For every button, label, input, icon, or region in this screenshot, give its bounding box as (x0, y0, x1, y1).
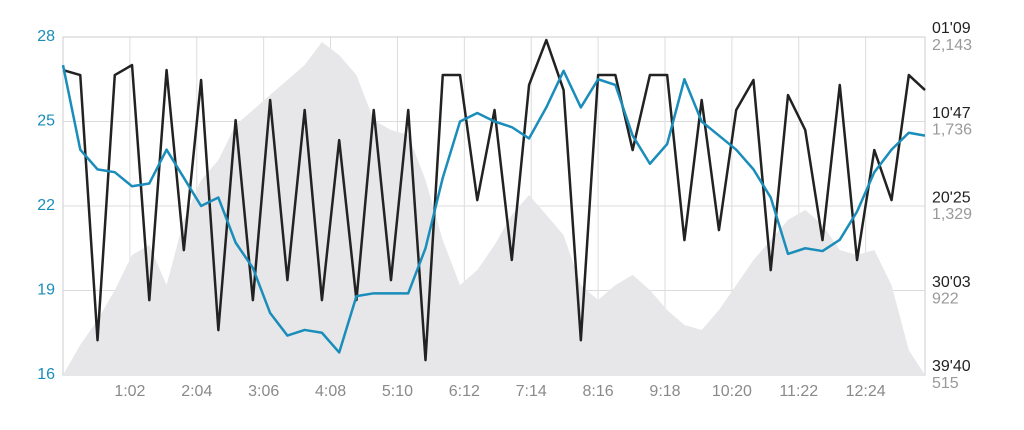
y2-tick-label: 01'09 (932, 20, 971, 37)
y3-tick-label: 2,143 (932, 37, 972, 54)
y2-tick-label: 39'40 (932, 358, 971, 375)
y-tick-label: 25 (37, 113, 55, 130)
y3-tick-label: 1,736 (932, 122, 972, 139)
x-tick-label: 6:12 (449, 383, 480, 400)
y-tick-label: 28 (37, 28, 55, 45)
x-tick-label: 1:02 (114, 383, 145, 400)
y2-tick-label: 30'03 (932, 274, 971, 291)
x-tick-label: 8:16 (583, 383, 614, 400)
data-line (62, 38, 926, 362)
y-tick-label: 22 (37, 197, 55, 214)
x-tick-label: 12:24 (846, 383, 886, 400)
x-tick-label: 11:22 (779, 383, 818, 400)
y2-tick-label: 20'25 (932, 189, 971, 206)
y2-tick-label: 10'47 (932, 105, 971, 122)
y3-tick-label: 515 (932, 375, 959, 392)
x-tick-label: 3:06 (248, 383, 279, 400)
elevation-area (63, 41, 925, 376)
data-line (61, 64, 926, 354)
x-tick-label: 2:04 (181, 383, 212, 400)
y-tick-label: 16 (37, 366, 55, 383)
x-tick-label: 9:18 (649, 383, 680, 400)
y3-tick-label: 1,329 (932, 206, 972, 223)
x-tick-label: 5:10 (382, 383, 413, 400)
y3-tick-label: 922 (932, 291, 959, 308)
y-tick-label: 19 (37, 282, 55, 299)
x-tick-label: 4:08 (315, 383, 346, 400)
x-tick-label: 10:20 (712, 383, 752, 400)
x-tick-label: 7:14 (516, 383, 547, 400)
